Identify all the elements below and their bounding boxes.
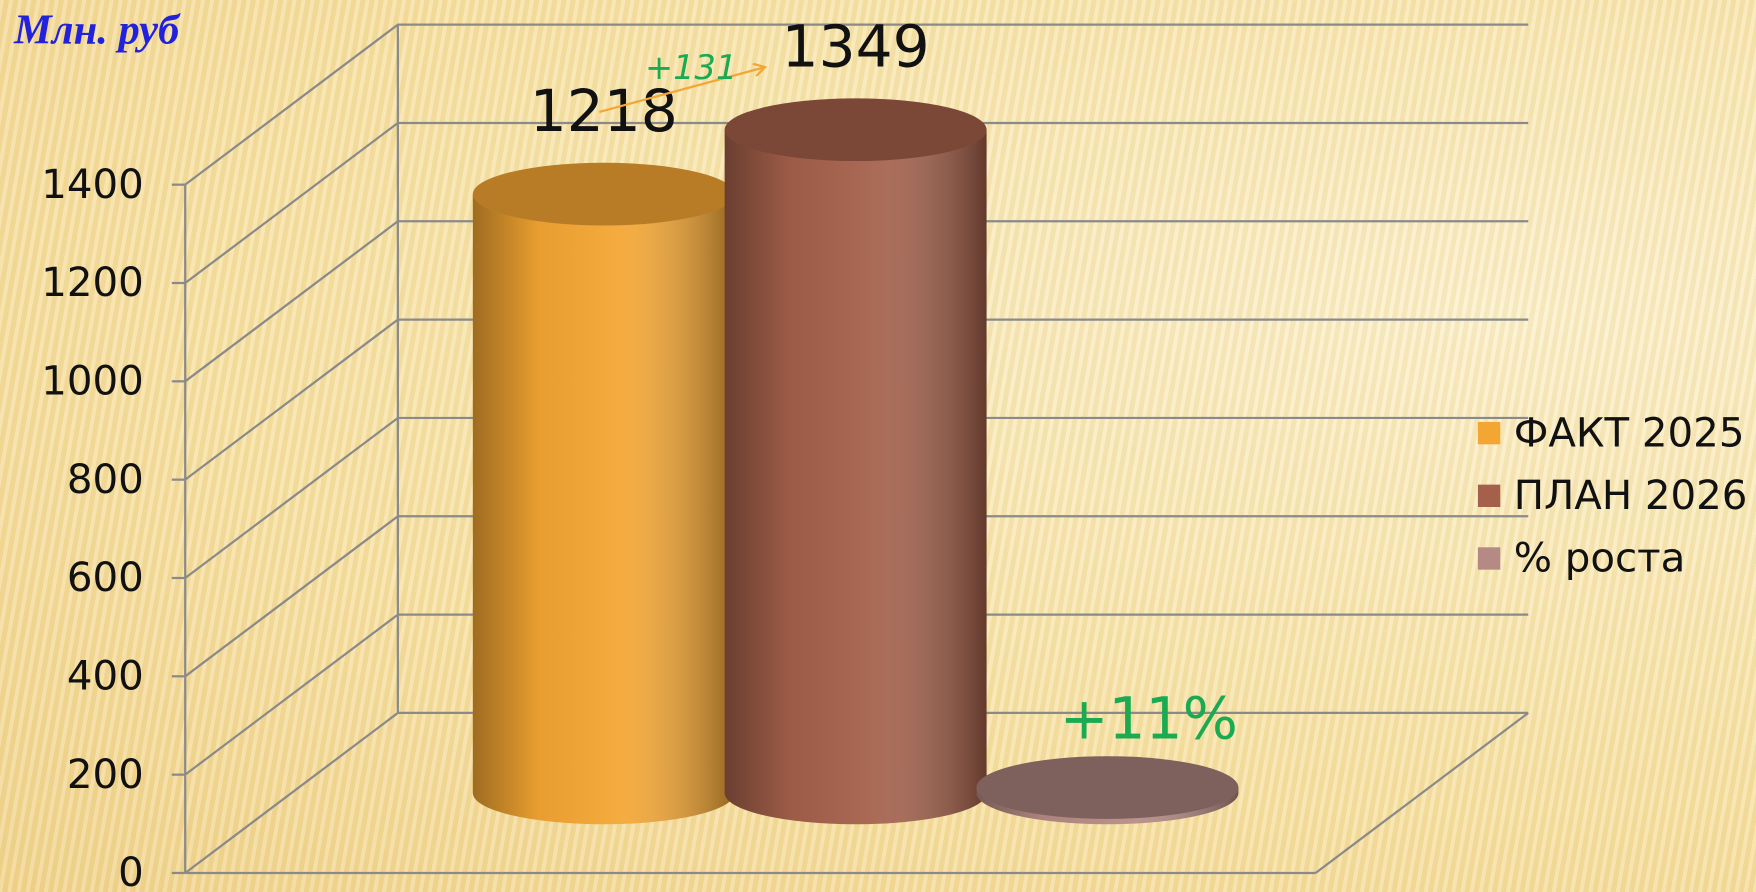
grid-line [184,711,1529,874]
legend-swatch [1477,421,1501,445]
data-label: +11% [1060,685,1238,753]
axis-title: Млн. руб [13,6,181,53]
bar-shading [724,129,987,825]
grid-line [184,318,1529,481]
bar-top [976,756,1239,819]
data-label: 1349 [782,12,930,80]
grid-line [184,613,1529,776]
bar-top-shading [976,756,1239,819]
annotation-arrow [599,67,765,114]
y-tick-label: 400 [67,653,144,700]
bar-top-shading [472,162,735,226]
grid-line [184,220,1529,383]
annotation: +131 [645,48,737,87]
bar-top [724,98,987,162]
legend-label: % роста [1514,535,1686,582]
grid-line [184,416,1529,579]
grid-line [184,23,1529,186]
bar-top-shading [724,98,987,162]
grid-line [184,121,1529,284]
y-tick-label: 600 [67,554,144,601]
legend-label: ФАКТ 2025 [1514,409,1745,456]
y-tick-label: 200 [67,751,144,798]
y-tick-label: 1200 [41,259,144,306]
grid-line [184,515,1529,678]
floor-right [1314,712,1529,874]
legend-swatch [1477,547,1501,570]
bar-top [472,162,735,226]
legend-swatch [1477,484,1501,507]
y-tick-label: 0 [118,849,144,892]
y-tick-label: 800 [67,456,144,503]
y-tick-label: 1000 [41,358,144,405]
y-tick-label: 1400 [41,161,144,208]
bar-shading [472,194,735,825]
legend-label: ПЛАН 2026 [1514,472,1748,519]
